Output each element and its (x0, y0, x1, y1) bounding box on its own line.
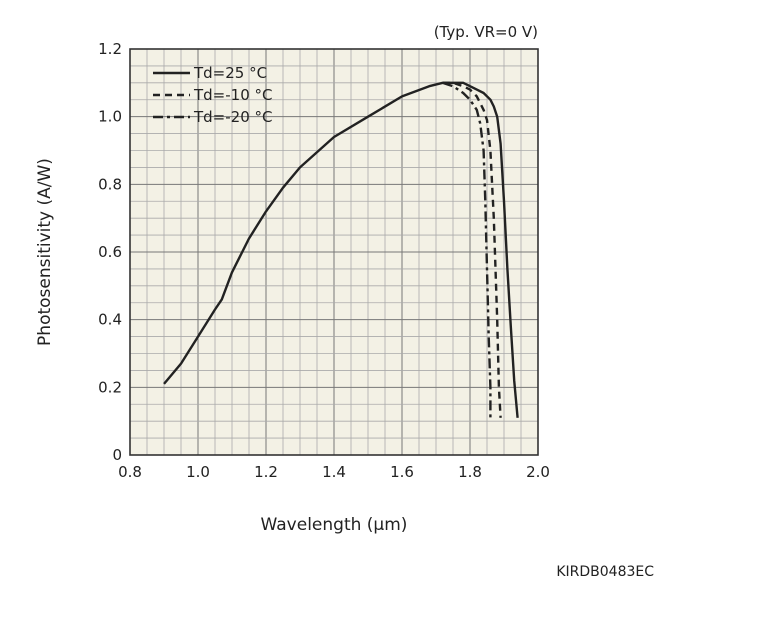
legend: Td=25 °C Td=-10 °C Td=-20 °C (153, 64, 273, 126)
series-layer (163, 81, 519, 418)
legend-label: Td=-10 °C (193, 86, 273, 104)
figure-code: KIRDB0483EC (556, 564, 654, 580)
condition-label: (Typ. VR=0 V) (434, 23, 538, 41)
x-tick-label: 0.8 (118, 463, 142, 481)
x-tick-label: 1.0 (186, 463, 210, 481)
tick-labels: 0.8 1.0 1.2 1.4 1.6 1.8 2.0 0 0.2 0.4 0.6 0.8 1.0 1.2 (98, 40, 550, 481)
legend-label: Td=25 °C (193, 64, 267, 82)
x-tick-label: 1.6 (390, 463, 414, 481)
y-tick-label: 0.8 (98, 175, 122, 193)
x-tick-label: 2.0 (526, 463, 550, 481)
y-axis-label: Photosensitivity (A/W) (35, 158, 55, 346)
x-tick-label: 1.2 (254, 463, 278, 481)
y-tick-label: 0.4 (98, 311, 122, 329)
x-tick-label: 1.4 (322, 463, 346, 481)
x-tick-label: 1.8 (458, 463, 482, 481)
series-line (442, 81, 502, 418)
series-line (442, 81, 492, 418)
y-tick-label: 0.2 (98, 378, 122, 396)
y-tick-label: 1.2 (98, 40, 122, 58)
y-tick-label: 0 (112, 446, 122, 464)
legend-label: Td=-20 °C (193, 108, 273, 126)
plot-frame (129, 48, 539, 456)
y-tick-label: 1.0 (98, 108, 122, 126)
x-axis-label: Wavelength (µm) (261, 515, 408, 535)
y-tick-label: 0.6 (98, 243, 122, 261)
